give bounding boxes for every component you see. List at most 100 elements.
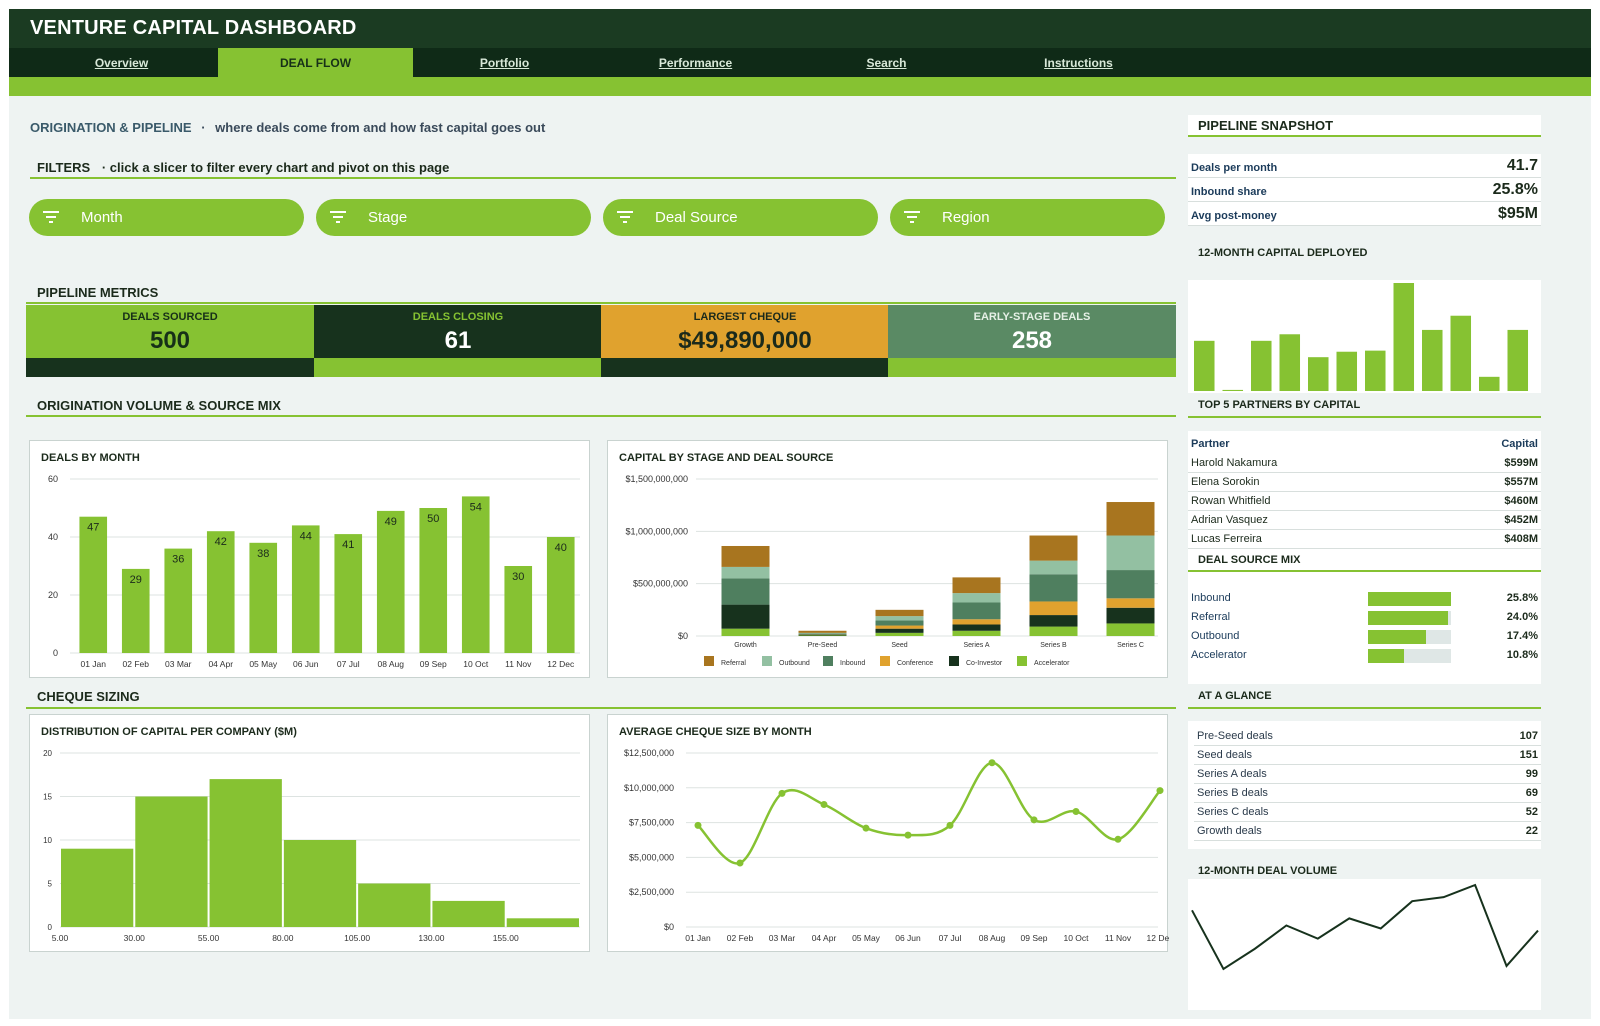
source-name: Inbound — [1191, 592, 1231, 604]
histogram-bar — [506, 918, 579, 927]
data-label: 29 — [130, 574, 142, 586]
source-bar-fill — [1368, 592, 1451, 606]
x-tick-label: 30.00 — [124, 933, 146, 943]
spark-bar — [1393, 283, 1415, 391]
source-mix-panel — [1188, 550, 1541, 684]
stack-segment — [1029, 615, 1078, 627]
spark-bar — [1450, 315, 1472, 391]
table-row: Adrian Vasquez $452M — [1188, 511, 1541, 530]
slicer-deal-source[interactable]: Deal Source — [603, 199, 878, 236]
nav-accent-strip — [9, 77, 1591, 96]
bar — [164, 548, 193, 653]
glance-value: 69 — [1525, 787, 1538, 799]
stack-segment — [1029, 574, 1078, 602]
kpi-value: 500 — [149, 327, 191, 354]
filter-icon — [330, 211, 346, 223]
spark-bar — [1251, 340, 1272, 391]
tab-search[interactable]: Search — [866, 56, 907, 70]
cheque-rule — [26, 707, 1176, 709]
x-tick-label: 08 Aug — [378, 659, 405, 669]
data-point — [1114, 835, 1122, 843]
stack-segment — [952, 577, 1001, 594]
data-label: 36 — [172, 554, 184, 566]
source-bar-fill — [1368, 630, 1426, 644]
slicer-month[interactable]: Month — [29, 199, 304, 236]
bar — [206, 531, 235, 653]
snapshot-label: Deals per month — [1191, 162, 1278, 174]
legend-swatch — [1017, 656, 1027, 666]
x-tick-label: 80.00 — [272, 933, 294, 943]
tab-instructions[interactable]: Instructions — [1044, 56, 1113, 70]
partner-capital: $452M — [1504, 514, 1538, 526]
tab-performance[interactable]: Performance — [658, 56, 733, 70]
glance-value: 52 — [1525, 806, 1538, 818]
glance-row: Seed deals 151 — [1194, 746, 1541, 765]
snapshot-row: Avg post-money $95M — [1188, 202, 1541, 226]
data-label: 49 — [385, 516, 397, 528]
kpi-footer — [26, 358, 314, 377]
capital-deployed-svg — [1194, 283, 1529, 391]
glance-value: 22 — [1525, 825, 1538, 837]
deals-by-month-svg: 0 20 40 60 47 01 Jan 29 02 Feb 36 03 Mar 42 04 Apr 3… — [48, 474, 580, 669]
stack-segment — [721, 628, 770, 636]
data-label: 54 — [470, 501, 482, 513]
glance-rule — [1188, 707, 1541, 709]
y-tick-label: 40 — [48, 532, 58, 542]
y-tick-label: $10,000,000 — [624, 783, 674, 793]
data-point — [988, 759, 996, 767]
data-point — [904, 831, 912, 839]
slicer-stage[interactable]: Stage — [316, 199, 591, 236]
bar — [79, 516, 108, 653]
data-point — [946, 821, 954, 829]
legend-label: Co-Investor — [966, 660, 1003, 667]
stack-segment — [798, 633, 847, 635]
stack-segment — [1029, 601, 1078, 616]
chart-title: DISTRIBUTION OF CAPITAL PER COMPANY ($M) — [41, 726, 297, 738]
stack-segment — [1029, 535, 1078, 561]
snapshot-label: Avg post-money — [1191, 210, 1277, 222]
kpi-label: DEALS SOURCED — [122, 311, 218, 323]
kpi-panel — [601, 305, 889, 358]
x-tick-label: 09 Sep — [420, 659, 447, 669]
spark-line — [1191, 883, 1539, 971]
stack-segment — [875, 625, 924, 629]
x-tick-label: 04 Apr — [812, 933, 837, 943]
capital-deployed-chart — [1188, 280, 1541, 393]
tab-deal-flow[interactable]: DEAL FLOW — [218, 48, 413, 78]
tab-overview[interactable]: Overview — [94, 56, 149, 70]
slicer-region[interactable]: Region — [890, 199, 1165, 236]
source-pct: 10.8% — [1506, 649, 1538, 661]
snapshot-value: 41.7 — [1506, 157, 1538, 174]
kpi-panel — [888, 305, 1176, 358]
tab-portfolio[interactable]: Portfolio — [479, 56, 530, 70]
stack-segment — [798, 634, 847, 636]
x-tick-label: 06 Jun — [895, 933, 921, 943]
spark-bar — [1507, 329, 1529, 391]
capital-deployed-title: 12-MONTH CAPITAL DEPLOYED — [1198, 247, 1368, 259]
stack-segment — [1106, 598, 1155, 608]
x-tick-label: 07 Jul — [337, 659, 360, 669]
spark-bar — [1194, 340, 1215, 391]
stack-segment — [875, 628, 924, 633]
x-tick-label: Series B — [1040, 642, 1067, 649]
stack-segment — [798, 635, 847, 636]
top-partners-title: TOP 5 PARTNERS BY CAPITAL — [1198, 399, 1361, 411]
deal-volume-chart — [1188, 879, 1541, 1010]
data-label: 30 — [512, 571, 524, 583]
x-tick-label: 105.00 — [344, 933, 370, 943]
x-tick-label: 02 Feb — [727, 933, 754, 943]
glance-value: 107 — [1519, 730, 1538, 742]
nav-bar: Overview DEAL FLOW Portfolio Performance… — [9, 48, 1591, 78]
histogram-bar — [61, 848, 134, 927]
spark-bar — [1308, 357, 1329, 391]
kpi-label: DEALS CLOSING — [412, 311, 504, 323]
x-tick-label: 11 Nov — [505, 659, 532, 669]
capital-by-stage-svg: $0 $500,000,000 $1,000,000,000 $1,500,000,0… — [625, 474, 1158, 667]
y-tick-label: 60 — [48, 474, 58, 484]
stack-segment — [875, 616, 924, 621]
partners-header-row: Partner Capital — [1188, 435, 1541, 454]
glance-row: Series B deals 69 — [1194, 784, 1541, 803]
legend-label: Referral — [721, 660, 746, 667]
stack-segment — [952, 619, 1001, 625]
stack-segment — [1106, 623, 1155, 636]
